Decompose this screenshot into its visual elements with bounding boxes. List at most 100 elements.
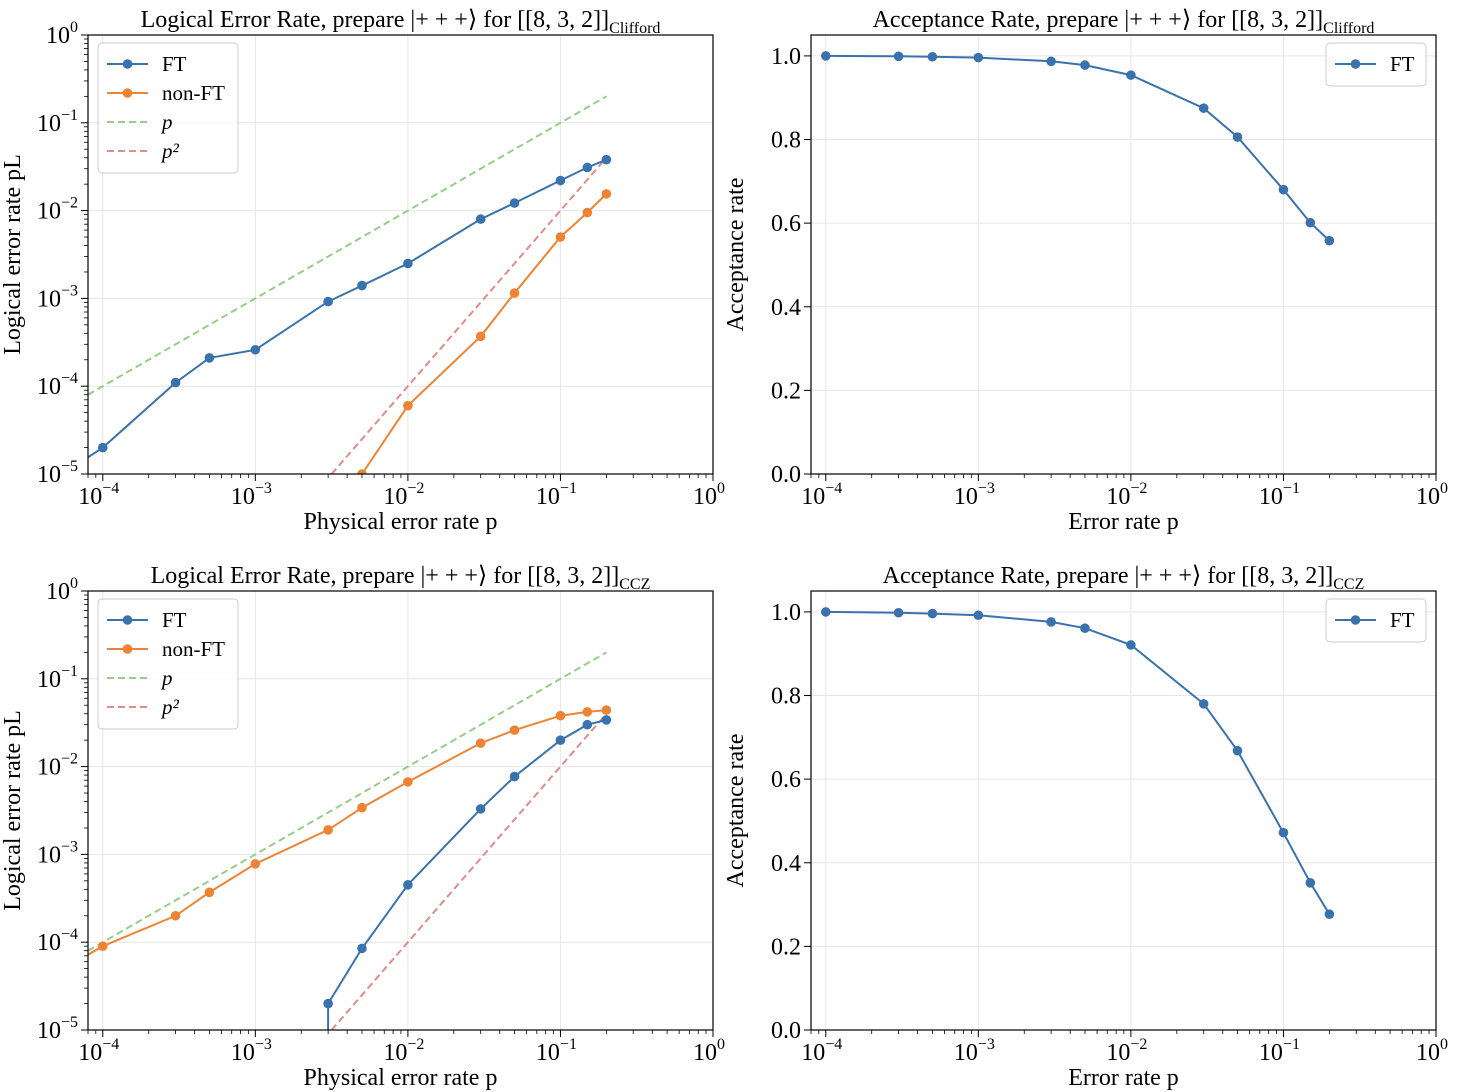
- legend: FT: [1325, 598, 1427, 643]
- x-tick-base: 10: [78, 1040, 102, 1066]
- data-point-ft: [601, 715, 612, 725]
- y-tick-exponent: −4: [61, 926, 78, 943]
- y-tick-label: 0.6: [771, 767, 801, 793]
- data-point-ft: [1046, 56, 1056, 67]
- x-tick-label: 10−2: [1106, 1036, 1147, 1066]
- x-tick-base: 10: [536, 484, 560, 510]
- x-tick-base: 10: [954, 484, 978, 510]
- x-tick-base: 10: [231, 1040, 255, 1066]
- title-for: for [[8, 3, 2]]: [483, 7, 609, 33]
- data-point-ft: [1232, 745, 1243, 756]
- legend-label: p²: [160, 139, 180, 163]
- x-axis-label: Error rate p: [1068, 509, 1179, 535]
- title-for: for [[8, 3, 2]]: [493, 563, 619, 589]
- data-point-nonft: [170, 910, 181, 921]
- x-tick-label: 10−2: [1106, 480, 1147, 510]
- y-tick-label: 0.6: [771, 211, 801, 237]
- data-point-ft: [1278, 184, 1289, 195]
- legend-box: [97, 42, 239, 174]
- x-tick-base: 10: [231, 484, 255, 510]
- title-for: for [[8, 3, 2]]: [1197, 7, 1323, 33]
- legend: FT: [1325, 42, 1427, 87]
- x-tick-exponent: −3: [255, 1036, 272, 1053]
- data-point-nonft: [601, 189, 612, 199]
- x-tick-label: 10−1: [536, 480, 577, 510]
- y-tick-label: 0.8: [771, 128, 801, 154]
- y-tick-base: 10: [37, 111, 61, 137]
- x-tick-exponent: −4: [825, 480, 842, 497]
- x-tick-label: 10−4: [801, 1036, 842, 1066]
- y-tick-base: 10: [37, 930, 61, 956]
- x-tick-exponent: −4: [102, 1036, 119, 1053]
- legend-marker-nonft: [122, 644, 133, 654]
- y-tick-label: 0.2: [771, 378, 801, 404]
- series-line-p2-ref: [330, 713, 608, 1030]
- data-point-ft: [582, 162, 593, 173]
- title-subscript: Clifford: [609, 20, 660, 37]
- y-tick-label: 100: [46, 19, 78, 49]
- series-line-p2-ref: [330, 157, 608, 474]
- data-point-ft: [403, 880, 413, 890]
- y-tick-exponent: −5: [61, 1014, 78, 1031]
- y-tick-label: 100: [46, 575, 78, 605]
- chart-panel-4: 10−4 10−3 10−2 10−1 1000.00.20.40.60.81.0Acc…: [723, 563, 1448, 1091]
- x-tick-exponent: −1: [1283, 480, 1300, 497]
- data-point-ft: [973, 610, 984, 621]
- y-axis-label: Acceptance rate: [723, 734, 749, 888]
- y-tick-base: 10: [37, 1018, 61, 1044]
- y-tick-label: 10−1: [37, 107, 78, 137]
- data-point-ft: [357, 943, 367, 954]
- y-tick-base: 10: [46, 23, 70, 49]
- y-axis-label: Logical error rate pL: [0, 710, 26, 911]
- data-point-nonft: [555, 710, 566, 721]
- y-tick-exponent: −1: [61, 107, 78, 124]
- title-subscript: CCZ: [1333, 576, 1364, 593]
- data-point-ft: [820, 607, 831, 617]
- data-point-ft: [204, 353, 215, 363]
- x-tick-label: 10−4: [78, 1036, 119, 1066]
- legend: FT non-FT p p²: [97, 42, 239, 174]
- data-point-ft: [927, 51, 938, 62]
- data-point-nonft: [357, 802, 367, 813]
- y-tick-exponent: −2: [61, 195, 78, 212]
- data-point-ft: [323, 296, 333, 307]
- x-tick-base: 10: [801, 484, 825, 510]
- data-point-ft: [1305, 217, 1316, 228]
- legend-label: non-FT: [162, 637, 225, 661]
- data-point-nonft: [357, 469, 367, 474]
- data-point-nonft: [509, 288, 520, 298]
- x-tick-exponent: −3: [978, 480, 995, 497]
- y-axis-label: Acceptance rate: [723, 178, 749, 332]
- x-tick-exponent: 0: [717, 480, 725, 497]
- data-point-ft: [1324, 909, 1335, 919]
- x-tick-exponent: 0: [1440, 480, 1448, 497]
- x-tick-base: 10: [693, 484, 717, 510]
- data-layer: [88, 651, 612, 1030]
- legend-label: FT: [1390, 52, 1415, 76]
- y-tick-base: 10: [37, 199, 61, 225]
- data-point-nonft: [601, 705, 612, 715]
- series-line-p-ref: [88, 95, 607, 396]
- x-tick-exponent: −1: [560, 480, 577, 497]
- data-point-nonft: [250, 859, 261, 869]
- x-tick-base: 10: [1416, 1040, 1440, 1066]
- y-tick-label: 0.2: [771, 934, 801, 960]
- legend-label: p²: [160, 695, 180, 719]
- chart-panel-2: 10−4 10−3 10−2 10−1 1000.00.20.40.60.81.0Acc…: [723, 7, 1448, 535]
- title-state: |+ + +⟩: [1134, 563, 1201, 589]
- title-subscript: Clifford: [1323, 20, 1374, 37]
- axes-frame: [87, 590, 714, 1031]
- data-layer: [820, 51, 1335, 246]
- y-tick-exponent: −2: [61, 751, 78, 768]
- data-point-ft: [1305, 878, 1316, 888]
- data-layer: [820, 607, 1335, 919]
- y-tick-base: 10: [37, 755, 61, 781]
- data-point-ft: [555, 735, 566, 745]
- chart-title: Logical Error Rate, prepare |+ + +⟩ for [[…: [151, 563, 651, 593]
- legend-label: FT: [162, 52, 187, 76]
- legend-marker-ft: [1350, 615, 1361, 625]
- x-tick-exponent: −1: [1283, 1036, 1300, 1053]
- y-tick-exponent: −4: [61, 370, 78, 387]
- data-point-ft: [1232, 132, 1243, 142]
